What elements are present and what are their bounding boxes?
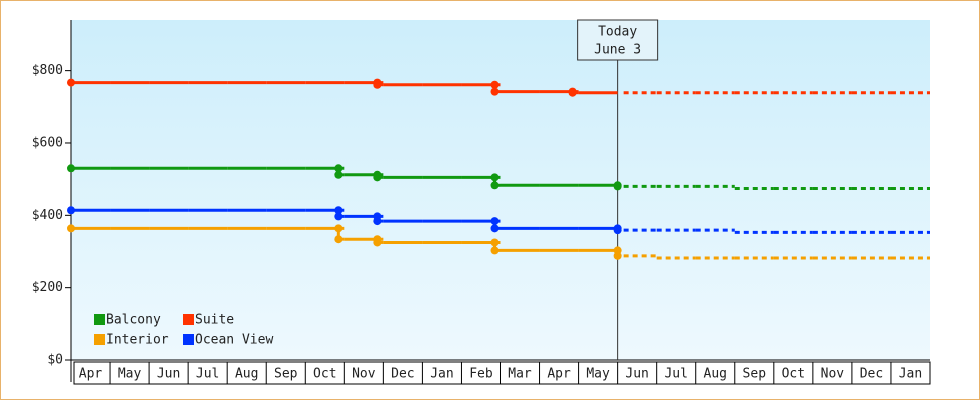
price-point bbox=[334, 212, 343, 221]
x-tick-label: Nov bbox=[352, 367, 376, 382]
price-point bbox=[568, 88, 577, 97]
today-label: Today bbox=[598, 25, 637, 40]
price-point bbox=[67, 224, 75, 233]
price-point bbox=[373, 238, 382, 247]
price-point bbox=[334, 164, 343, 173]
y-tick-label: $0 bbox=[47, 353, 63, 368]
price-point bbox=[490, 246, 499, 255]
price-point bbox=[67, 78, 75, 87]
x-tick-label: Apr bbox=[79, 367, 103, 382]
x-tick-label: Sep bbox=[743, 367, 767, 382]
x-tick-label: Feb bbox=[469, 367, 493, 382]
price-point bbox=[67, 164, 75, 173]
legend-label: Balcony bbox=[106, 313, 161, 328]
price-point bbox=[373, 80, 382, 89]
price-point bbox=[67, 206, 75, 215]
x-tick-label: May bbox=[586, 367, 610, 382]
legend-label: Interior bbox=[106, 333, 169, 348]
price-point bbox=[334, 235, 343, 244]
x-tick-label: Dec bbox=[391, 367, 414, 382]
legend-swatch bbox=[94, 314, 105, 325]
price-point bbox=[490, 181, 499, 190]
price-point bbox=[490, 173, 499, 182]
x-tick-label: Nov bbox=[821, 367, 845, 382]
y-tick-label: $400 bbox=[32, 208, 63, 223]
x-tick-label: Apr bbox=[547, 367, 571, 382]
x-tick-label: Mar bbox=[508, 367, 532, 382]
x-tick-label: Sep bbox=[274, 367, 298, 382]
price-point bbox=[613, 226, 622, 235]
y-tick-label: $200 bbox=[32, 280, 63, 295]
price-point bbox=[373, 217, 382, 226]
x-tick-label: Oct bbox=[782, 367, 805, 382]
x-tick-label: Dec bbox=[860, 367, 883, 382]
x-tick-label: Jul bbox=[196, 367, 219, 382]
price-point bbox=[334, 206, 343, 215]
x-tick-label: Jan bbox=[899, 367, 922, 382]
price-point bbox=[490, 217, 499, 226]
x-tick-label: Jan bbox=[430, 367, 453, 382]
today-box bbox=[577, 19, 659, 61]
x-axis-band bbox=[73, 361, 931, 385]
price-point bbox=[490, 80, 499, 89]
legend-swatch bbox=[94, 334, 105, 345]
x-tick-label: Jun bbox=[157, 367, 180, 382]
y-tick-label: $600 bbox=[32, 135, 63, 150]
x-tick-label: Jun bbox=[625, 367, 648, 382]
x-tick-label: Aug bbox=[704, 367, 727, 382]
x-tick-label: Jul bbox=[664, 367, 687, 382]
price-point bbox=[490, 238, 499, 247]
legend-label: Suite bbox=[195, 313, 234, 328]
price-point bbox=[613, 251, 622, 260]
today-label: June 3 bbox=[594, 43, 641, 58]
price-point bbox=[490, 224, 499, 233]
price-point bbox=[334, 224, 343, 233]
legend-swatch bbox=[183, 334, 194, 345]
x-tick-label: Aug bbox=[235, 367, 258, 382]
price-point bbox=[490, 87, 499, 96]
price-point bbox=[373, 173, 382, 182]
x-tick-label: May bbox=[118, 367, 142, 382]
x-tick-label: Oct bbox=[313, 367, 336, 382]
price-point bbox=[613, 182, 622, 191]
legend-label: Ocean View bbox=[195, 333, 273, 348]
y-tick-label: $800 bbox=[32, 63, 63, 78]
price-point bbox=[334, 170, 343, 179]
legend-swatch bbox=[183, 314, 194, 325]
